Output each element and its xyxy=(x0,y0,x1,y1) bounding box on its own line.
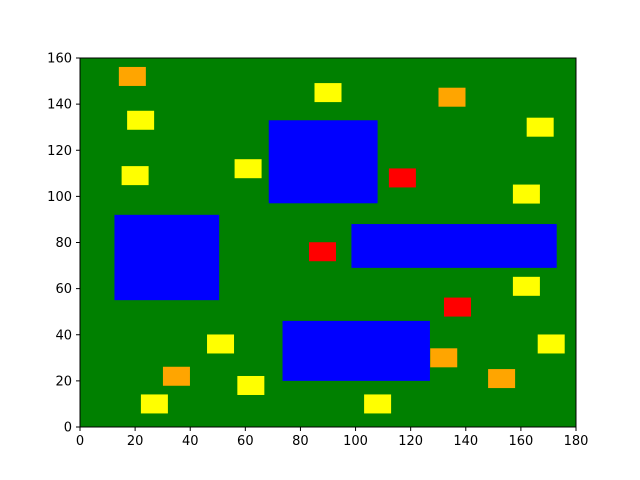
y-tick-label: 100 xyxy=(47,190,72,205)
y-tick-label: 160 xyxy=(47,52,72,67)
y-tick-label: 120 xyxy=(47,144,72,159)
yellow-marker-17 xyxy=(537,334,565,354)
y-tick-label: 0 xyxy=(64,421,72,436)
yellow-marker-18 xyxy=(237,375,265,395)
obstacle-4 xyxy=(282,320,430,381)
x-tick-label: 0 xyxy=(76,434,84,449)
yellow-marker-14 xyxy=(512,184,540,204)
y-tick-label: 20 xyxy=(55,374,72,389)
y-tick-label: 140 xyxy=(47,98,72,113)
yellow-marker-19 xyxy=(140,394,168,414)
yellow-marker-9 xyxy=(314,83,342,103)
red-marker-1 xyxy=(388,168,416,188)
yellow-marker-11 xyxy=(526,117,554,137)
x-tick-label: 80 xyxy=(292,434,309,449)
orange-marker-4 xyxy=(118,66,146,86)
x-tick-label: 100 xyxy=(343,434,368,449)
x-tick-label: 180 xyxy=(564,434,589,449)
marker-layer xyxy=(118,66,565,414)
obstacle-3 xyxy=(351,224,557,268)
obstacle-1 xyxy=(114,214,220,301)
yellow-marker-10 xyxy=(127,110,155,130)
x-axis: 0 20 40 60 80 100 120 140 160 180 xyxy=(76,427,589,449)
y-tick-label: 80 xyxy=(55,236,72,251)
yellow-marker-13 xyxy=(121,166,149,186)
x-tick-label: 60 xyxy=(237,434,254,449)
yellow-marker-20 xyxy=(364,394,392,414)
orange-marker-6 xyxy=(162,366,190,386)
y-axis: 0 20 40 60 80 100 120 140 160 xyxy=(47,52,80,436)
yellow-marker-12 xyxy=(234,159,262,179)
orange-marker-8 xyxy=(488,369,516,389)
obstacle-layer xyxy=(114,120,557,381)
x-tick-label: 160 xyxy=(508,434,533,449)
obstacle-2 xyxy=(268,120,378,204)
orange-marker-7 xyxy=(430,348,458,368)
yellow-marker-15 xyxy=(512,276,540,296)
yellow-marker-16 xyxy=(207,334,235,354)
x-tick-label: 140 xyxy=(453,434,478,449)
red-marker-3 xyxy=(444,297,472,317)
y-tick-label: 40 xyxy=(55,328,72,343)
orange-marker-5 xyxy=(438,87,466,107)
red-marker-2 xyxy=(308,242,336,262)
x-tick-label: 20 xyxy=(127,434,144,449)
x-tick-label: 40 xyxy=(182,434,199,449)
x-tick-label: 120 xyxy=(398,434,423,449)
y-tick-label: 60 xyxy=(55,282,72,297)
